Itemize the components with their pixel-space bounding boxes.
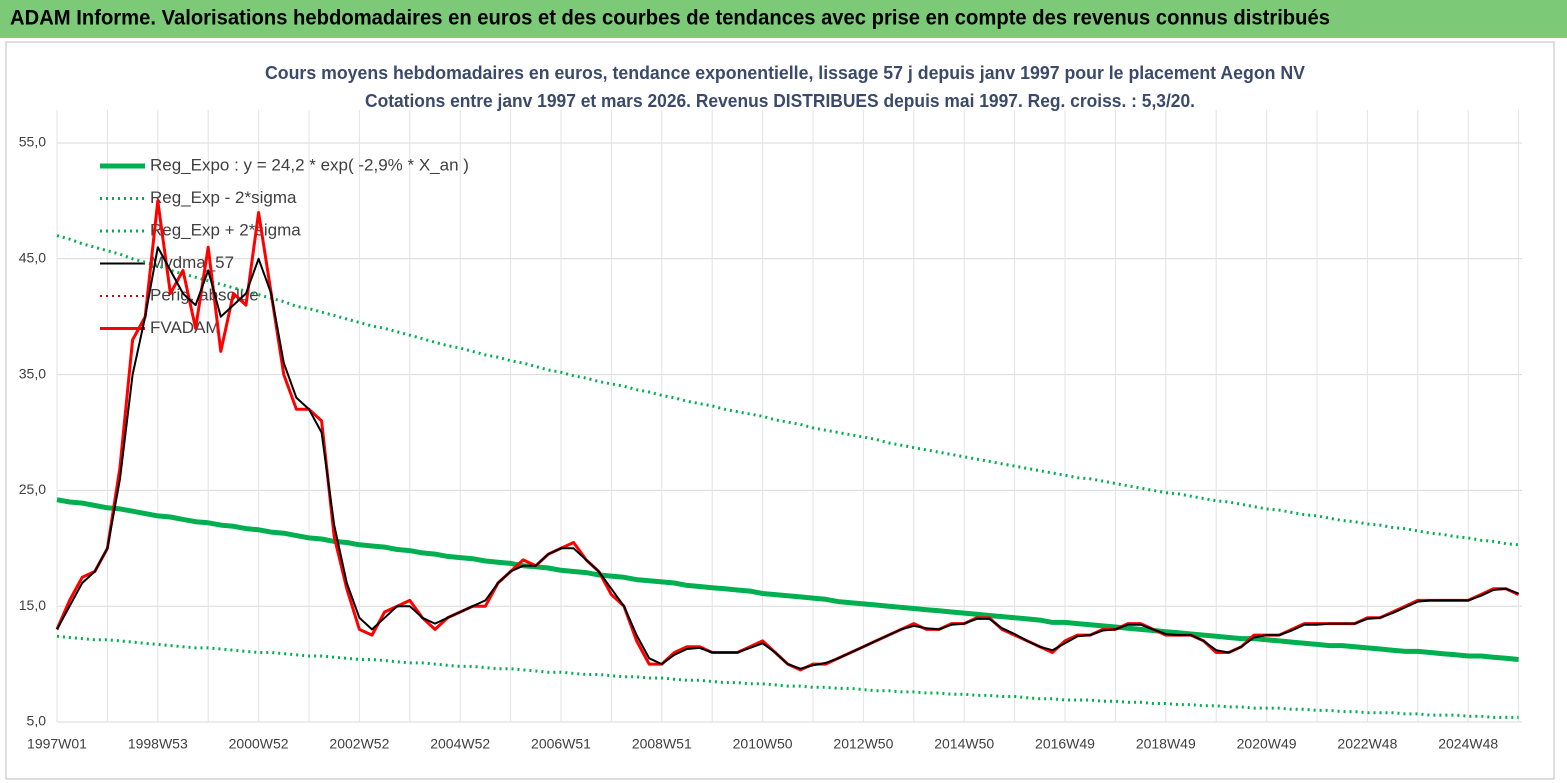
series-line — [56, 234, 1519, 547]
series-line — [56, 246, 1519, 670]
x-tick-label: 2016W49 — [1035, 736, 1095, 752]
x-tick-label: 2000W52 — [229, 736, 289, 752]
x-tick-label: 1998W53 — [128, 736, 188, 752]
x-tick-label: 2020W49 — [1237, 736, 1297, 752]
header-bar — [0, 0, 1567, 38]
y-tick-label: 45,0 — [19, 250, 46, 266]
x-tick-label: 2022W48 — [1337, 736, 1397, 752]
series-line — [56, 634, 1519, 719]
y-tick-label: 35,0 — [19, 365, 46, 381]
chart-frame — [5, 41, 1555, 780]
header-title: ADAM Informe. Valorisations hebdomadaire… — [10, 7, 1330, 30]
y-tick-label: 15,0 — [19, 597, 46, 613]
y-tick-label: 55,0 — [19, 134, 46, 150]
x-tick-label: 2014W50 — [934, 736, 994, 752]
x-tick-label: 2018W49 — [1136, 736, 1196, 752]
legend-label: Mvdma_57 — [150, 253, 234, 272]
chart-title: Cours moyens hebdomadaires en euros, ten… — [265, 63, 1305, 83]
chart-subtitle: Cotations entre janv 1997 et mars 2026. … — [365, 91, 1195, 111]
series-line — [56, 497, 1519, 662]
x-tick-label: 2002W52 — [329, 736, 389, 752]
legend-label: FVADAM — [150, 318, 220, 337]
legend-label: Reg_Exp + 2*sigma — [150, 220, 301, 239]
x-tick-label: 2012W50 — [833, 736, 893, 752]
legend-label: Reg_Expo : y = 24,2 * exp( -2,9% * X_an … — [150, 155, 469, 174]
x-tick-label: 2008W51 — [632, 736, 692, 752]
y-tick-label: 5,0 — [27, 713, 47, 729]
x-tick-label: 2024W48 — [1438, 736, 1498, 752]
x-tick-label: 2010W50 — [733, 736, 793, 752]
x-tick-label: 1997W01 — [27, 736, 87, 752]
series-line — [55, 199, 1520, 672]
legend-label: Reg_Exp - 2*sigma — [150, 188, 297, 207]
y-tick-label: 25,0 — [19, 481, 46, 497]
x-tick-label: 2004W52 — [430, 736, 490, 752]
x-tick-label: 2006W51 — [531, 736, 591, 752]
